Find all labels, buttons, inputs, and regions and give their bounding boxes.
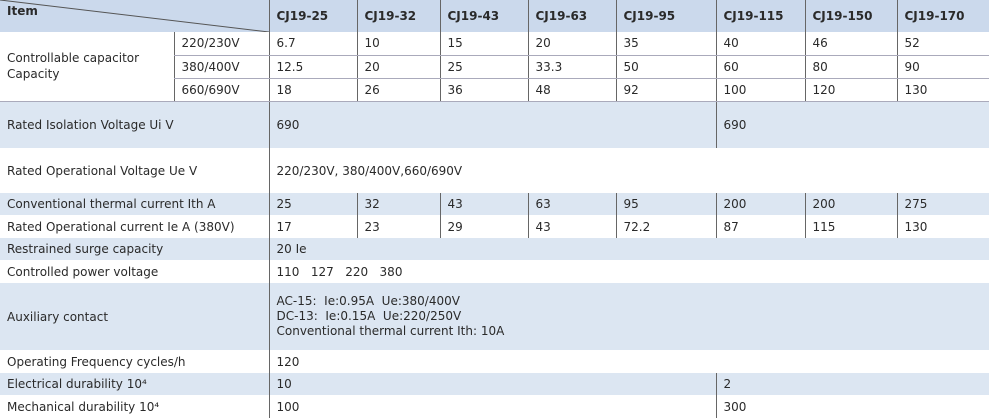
value-cell: 23 <box>356 215 440 238</box>
value-cell: 25 <box>439 55 528 79</box>
voltage-label: 660/690V <box>173 78 269 102</box>
cell-line: AC-15: Ie:0.95A Ue:380/400V <box>276 294 460 308</box>
row-label: Electrical durability 10⁴ <box>0 373 269 395</box>
value-cell: AC-15: Ie:0.95A Ue:380/400V DC-13: Ie:0.1… <box>268 283 989 350</box>
row: 380/400V 12.5 20 25 33.3 50 60 80 90 <box>0 55 989 79</box>
value-cell: 200 <box>804 193 897 215</box>
value-cell: 48 <box>527 78 616 102</box>
value-cell: 130 <box>896 78 989 102</box>
value-cell: 300 <box>715 395 989 418</box>
value-cell: 60 <box>715 55 805 79</box>
value-cell: 35 <box>615 32 716 56</box>
value-cell: 120 <box>268 350 989 373</box>
value-cell: 52 <box>896 32 989 56</box>
value-cell: 72.2 <box>615 215 716 238</box>
row-label: Conventional thermal current Ith A <box>0 193 269 215</box>
value-cell: 80 <box>804 55 897 79</box>
value-cell: 12.5 <box>268 55 357 79</box>
header-model: CJ19-95 <box>615 0 716 32</box>
header-model: CJ19-25 <box>268 0 357 32</box>
row-label: Controllable capacitor Capacity <box>0 32 174 102</box>
value-cell: 20 <box>356 55 440 79</box>
row-label: Mechanical durability 10⁴ <box>7 399 160 414</box>
row-label: Operating Frequency cycles/h <box>7 354 186 369</box>
value-cell: 43 <box>527 215 616 238</box>
value-cell: 110 127 220 380 <box>268 260 989 283</box>
header-model: CJ19-43 <box>439 0 528 32</box>
row-label: Auxiliary contact <box>0 283 269 350</box>
row: Controlled power voltage 110 127 220 380 <box>0 260 989 283</box>
row: Restrained surge capacity 20 Ie <box>0 238 989 260</box>
row: Electrical durability 10⁴ 10 2 <box>0 373 989 395</box>
value-cell: 50 <box>615 55 716 79</box>
row: 660/690V 18 26 36 48 92 100 120 130 <box>0 78 989 102</box>
row-label: Rated Operational Voltage Ue V <box>7 163 198 178</box>
value-cell: 115 <box>804 215 897 238</box>
value-cell: 63 <box>527 193 616 215</box>
value-cell: 32 <box>356 193 440 215</box>
value-cell: 120 <box>804 78 897 102</box>
header-model: CJ19-32 <box>356 0 440 32</box>
value-cell: 130 <box>896 215 989 238</box>
row: Rated Operational Voltage Ue V 220/230V, … <box>0 148 989 193</box>
row-label: Restrained surge capacity <box>0 238 269 260</box>
row: Item CJ19-25 CJ19-32 CJ19-43 CJ19-63 CJ19-95 C… <box>0 0 989 32</box>
row: Conventional thermal current Ith A 25 32 43… <box>0 193 989 215</box>
value-cell: 20 <box>527 32 616 56</box>
header-model: CJ19-150 <box>804 0 897 32</box>
voltage-label: 220/230V <box>173 32 269 56</box>
row-label: Controlled power voltage <box>7 264 159 279</box>
value-cell: 26 <box>356 78 440 102</box>
header-model: CJ19-63 <box>527 0 616 32</box>
value-cell: 36 <box>439 78 528 102</box>
value-cell: 43 <box>439 193 528 215</box>
value-cell: 29 <box>439 215 528 238</box>
value-cell: 10 <box>356 32 440 56</box>
value-cell: 690 <box>715 101 989 148</box>
cell-line: DC-13: Ie:0.15A Ue:220/250V <box>276 309 462 323</box>
row: Rated Operational current Ie A (380V) 17 2… <box>0 215 989 238</box>
row: Auxiliary contact AC-15: Ie:0.95A Ue:380/… <box>0 283 989 350</box>
row: Controllable capacitor Capacity 220/230V 6… <box>0 32 989 102</box>
value-cell: 92 <box>615 78 716 102</box>
header-model: CJ19-170 <box>896 0 989 32</box>
value-cell: 17 <box>268 215 357 238</box>
value-cell: 200 <box>715 193 805 215</box>
row-label: Rated Operational current Ie A (380V) <box>7 219 235 234</box>
value-cell: 100 <box>715 78 805 102</box>
value-cell: 2 <box>715 373 989 395</box>
row: Operating Frequency cycles/h 120 <box>0 350 989 373</box>
value-cell: 90 <box>896 55 989 79</box>
cell-line: Conventional thermal current Ith: 10A <box>276 324 505 338</box>
value-cell: 15 <box>439 32 528 56</box>
value-cell: 100 <box>268 395 716 418</box>
value-cell: 275 <box>896 193 989 215</box>
voltage-label: 380/400V <box>173 55 269 79</box>
header-model: CJ19-115 <box>715 0 805 32</box>
value-cell: 20 Ie <box>268 238 989 260</box>
value-cell: 6.7 <box>268 32 357 56</box>
value-cell: 46 <box>804 32 897 56</box>
value-cell: 95 <box>615 193 716 215</box>
value-cell: 18 <box>268 78 357 102</box>
value-cell: 220/230V, 380/400V,660/690V <box>268 148 989 193</box>
header-item: Item <box>0 0 269 32</box>
row-label: Rated Isolation Voltage Ui V <box>0 101 269 148</box>
row: Mechanical durability 10⁴ 100 300 <box>0 395 989 418</box>
row: Rated Isolation Voltage Ui V 690 690 <box>0 101 989 148</box>
value-cell: 690 <box>268 101 716 148</box>
value-cell: 40 <box>715 32 805 56</box>
value-cell: 25 <box>268 193 357 215</box>
value-cell: 33.3 <box>527 55 616 79</box>
value-cell: 87 <box>715 215 805 238</box>
value-cell: 10 <box>268 373 716 395</box>
